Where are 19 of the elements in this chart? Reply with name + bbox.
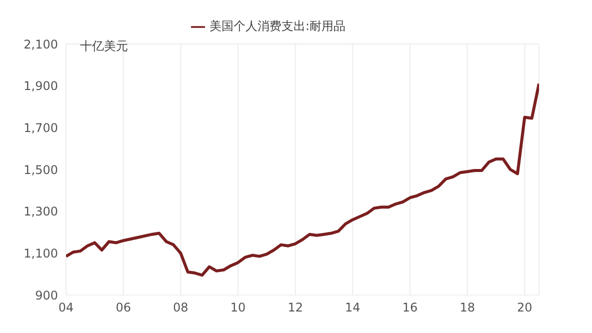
x-tick-label: 12: [288, 300, 303, 315]
y-tick-label: 1,100: [24, 246, 58, 260]
y-tick-label: 1,900: [24, 79, 58, 94]
x-tick-label: 18: [460, 300, 475, 315]
x-tick-label: 08: [173, 300, 188, 315]
y-tick-label: 1,300: [24, 204, 58, 219]
x-tick-label: 14: [345, 300, 360, 315]
legend-label: 美国个人消费支出:耐用品: [209, 19, 346, 33]
y-tick-label: 2,100: [24, 37, 58, 52]
x-tick-label: 10: [230, 300, 246, 315]
x-tick-label: 04: [58, 300, 74, 315]
y-tick-label: 900: [35, 288, 58, 302]
annotation: 十亿美元: [80, 38, 128, 55]
x-tick-label: 20: [517, 300, 532, 315]
x-tick-label: 16: [402, 300, 418, 315]
y-tick-label: 1,700: [24, 120, 58, 135]
y-tick-label: 1,500: [24, 162, 58, 177]
x-tick-label: 06: [116, 300, 131, 315]
line-series: [66, 82, 539, 277]
